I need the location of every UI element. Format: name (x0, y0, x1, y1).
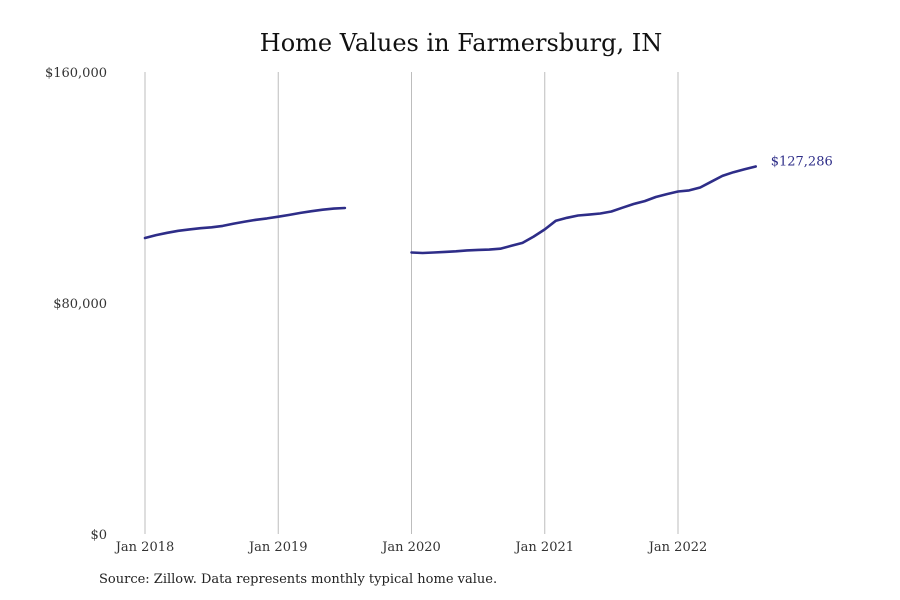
end-value-label: $127,286 (771, 154, 833, 169)
x-tick-label: Jan 2022 (647, 540, 708, 555)
source-note: Source: Zillow. Data represents monthly … (99, 572, 498, 587)
x-axis-ticks: Jan 2018 Jan 2019 Jan 2020 Jan 2021 Jan 2022 (114, 540, 708, 555)
x-tick-label: Jan 2019 (247, 540, 308, 555)
chart-title: Home Values in Farmersburg, IN (260, 29, 662, 57)
y-axis-ticks: $0 $80,000 $160,000 (45, 66, 107, 543)
series-line-segment-1 (410, 165, 758, 255)
y-tick-label: $80,000 (53, 297, 107, 312)
series-line-segment-0 (143, 206, 347, 240)
y-tick-label: $0 (90, 528, 107, 543)
x-tick-label: Jan 2020 (380, 540, 441, 555)
series-lines (143, 165, 758, 255)
vertical-gridlines (144, 72, 679, 534)
y-tick-label: $160,000 (45, 66, 107, 81)
x-tick-label: Jan 2018 (114, 540, 175, 555)
x-tick-label: Jan 2021 (513, 540, 574, 555)
